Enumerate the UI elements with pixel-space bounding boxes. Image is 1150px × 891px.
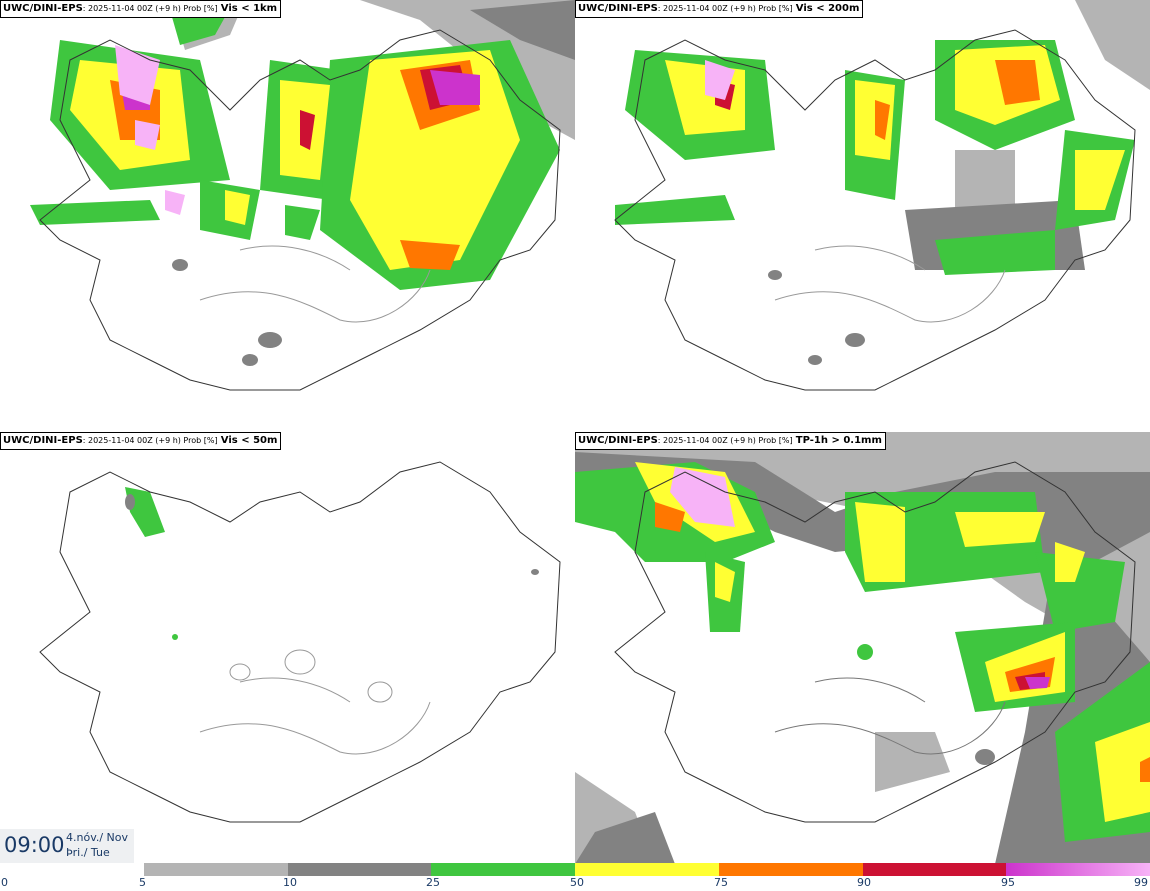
coastline [39,461,561,823]
map-vis-1km [30,0,575,391]
panel-title: UWC/DINI-EPS: 2025-11-04 00Z (+9 h) Prob… [575,432,886,450]
pink-shading [670,467,735,527]
colorbar-tick-99: 99 [1134,876,1148,889]
source-label: UWC/DINI-EPS [578,435,658,446]
map-panel-vis-1km: UWC/DINI-EPS: 2025-11-04 00Z (+9 h) Prob… [0,0,575,432]
map-vis-50m [39,461,561,823]
map-panel-vis-200m: UWC/DINI-EPS: 2025-11-04 00Z (+9 h) Prob… [575,0,1150,432]
valid-weekday: Þri./ Tue [66,846,110,859]
probability-colorbar [144,863,1150,876]
colorbar-tick-25: 25 [426,876,440,889]
panel-title: UWC/DINI-EPS: 2025-11-04 00Z (+9 h) Prob… [0,432,282,450]
variable-label: Vis < 50m [220,435,278,446]
colorbar-tick-75: 75 [714,876,728,889]
gray-shading [955,0,1150,220]
colorbar-tick-90: 90 [857,876,871,889]
variable-label: Vis < 1km [220,3,278,14]
colorbar-tick-0: 0 [1,876,8,889]
variable-label: TP-1h > 0.1mm [795,435,882,446]
colorbar-tick-95: 95 [1001,876,1015,889]
map-precip [575,432,1150,864]
colorbar-tick-50: 50 [570,876,584,889]
colorbar-bin-50-75 [575,863,720,876]
coastline [614,29,1136,391]
colorbar-bin-75-90 [718,863,864,876]
variable-label: Vis < 200m [795,3,860,14]
orange-shading [875,60,1040,140]
valid-time-box: 09:00 4.nóv./ Nov Þri./ Tue [0,829,134,863]
colorbar-bin-25-50 [431,863,576,876]
source-label: UWC/DINI-EPS [3,435,83,446]
source-label: UWC/DINI-EPS [3,3,83,14]
colorbar-bin-10-25 [287,863,432,876]
map-vis-200m [614,0,1150,391]
map-panel-precip: UWC/DINI-EPS: 2025-11-04 00Z (+9 h) Prob… [575,432,1150,864]
pink-shading [705,60,735,100]
valid-time: 09:00 [4,833,65,857]
colorbar-bin-95-99 [1006,863,1150,876]
colorbar-bin-90-95 [862,863,1007,876]
panel-title: UWC/DINI-EPS: 2025-11-04 00Z (+9 h) Prob… [0,0,282,18]
run-info: : 2025-11-04 00Z (+9 h) Prob [%] [657,436,793,445]
colorbar-bin-5-10 [144,863,289,876]
panel-title: UWC/DINI-EPS: 2025-11-04 00Z (+9 h) Prob… [575,0,864,18]
green-shading [125,487,178,640]
gray-shading [125,494,539,575]
source-label: UWC/DINI-EPS [578,3,658,14]
coastline [614,461,1136,823]
dark-gray-shading [768,200,1085,365]
run-info: : 2025-11-04 00Z (+9 h) Prob [%] [82,4,218,13]
colorbar-tick-5: 5 [139,876,146,889]
coastline [39,29,561,391]
valid-date: 4.nóv./ Nov [66,831,129,844]
run-info: : 2025-11-04 00Z (+9 h) Prob [%] [82,436,218,445]
colorbar-tick-10: 10 [283,876,297,889]
run-info: : 2025-11-04 00Z (+9 h) Prob [%] [657,4,793,13]
dark-gray-shading [172,0,575,366]
pink-shading [115,45,185,215]
map-panel-vis-50m: UWC/DINI-EPS: 2025-11-04 00Z (+9 h) Prob… [0,432,575,864]
